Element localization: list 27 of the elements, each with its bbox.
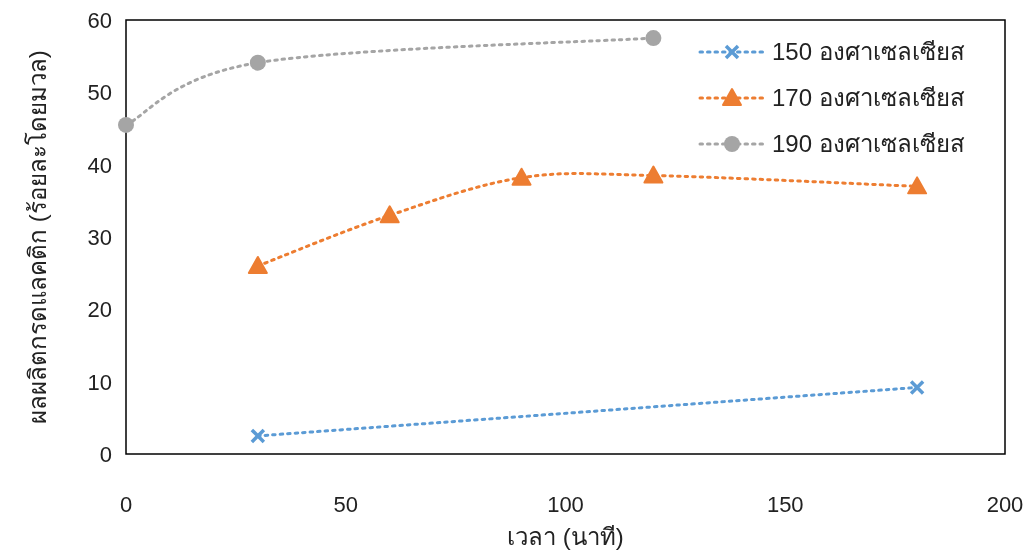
- y-tick-label: 50: [87, 80, 112, 106]
- legend-label: 150 องศาเซลเซียส: [772, 38, 965, 65]
- point: [909, 379, 925, 396]
- point: [511, 167, 532, 186]
- point: [249, 54, 266, 71]
- legend-label: 190 องศาเซลเซียส: [772, 130, 965, 157]
- y-tick-label: 0: [99, 442, 112, 467]
- y-tick-label: 20: [87, 297, 112, 323]
- x-tick-label: 200: [986, 492, 1024, 517]
- y-tick-label: 40: [87, 152, 112, 178]
- point: [643, 165, 664, 184]
- point: [645, 30, 662, 47]
- y-tick-label: 10: [87, 369, 112, 395]
- y-axis-title: ผลผลิตกรดแลคติก (ร้อยละโดยมวล): [24, 50, 51, 424]
- x-tick-label: 50: [333, 492, 358, 517]
- x-tick-label: 0: [119, 492, 133, 517]
- y-tick-label: 30: [87, 225, 112, 250]
- legend-label: 170 องศาเซลเซียส: [772, 84, 965, 111]
- point: [250, 428, 266, 444]
- x-tick-label: 150: [766, 492, 804, 517]
- point: [247, 255, 268, 274]
- point: [907, 176, 928, 195]
- x-axis-title: เวลา (นาที): [507, 523, 624, 550]
- x-tick-label: 100: [547, 492, 584, 517]
- point: [379, 205, 400, 224]
- point: [118, 116, 134, 133]
- y-tick-label: 60: [87, 8, 112, 33]
